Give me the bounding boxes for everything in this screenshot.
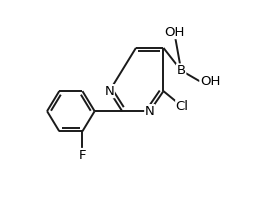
Text: OH: OH xyxy=(164,26,185,39)
Text: B: B xyxy=(177,64,186,77)
Text: Cl: Cl xyxy=(176,100,189,113)
Text: N: N xyxy=(145,105,154,118)
Text: OH: OH xyxy=(200,75,220,88)
Text: N: N xyxy=(105,85,114,98)
Text: F: F xyxy=(79,148,86,162)
